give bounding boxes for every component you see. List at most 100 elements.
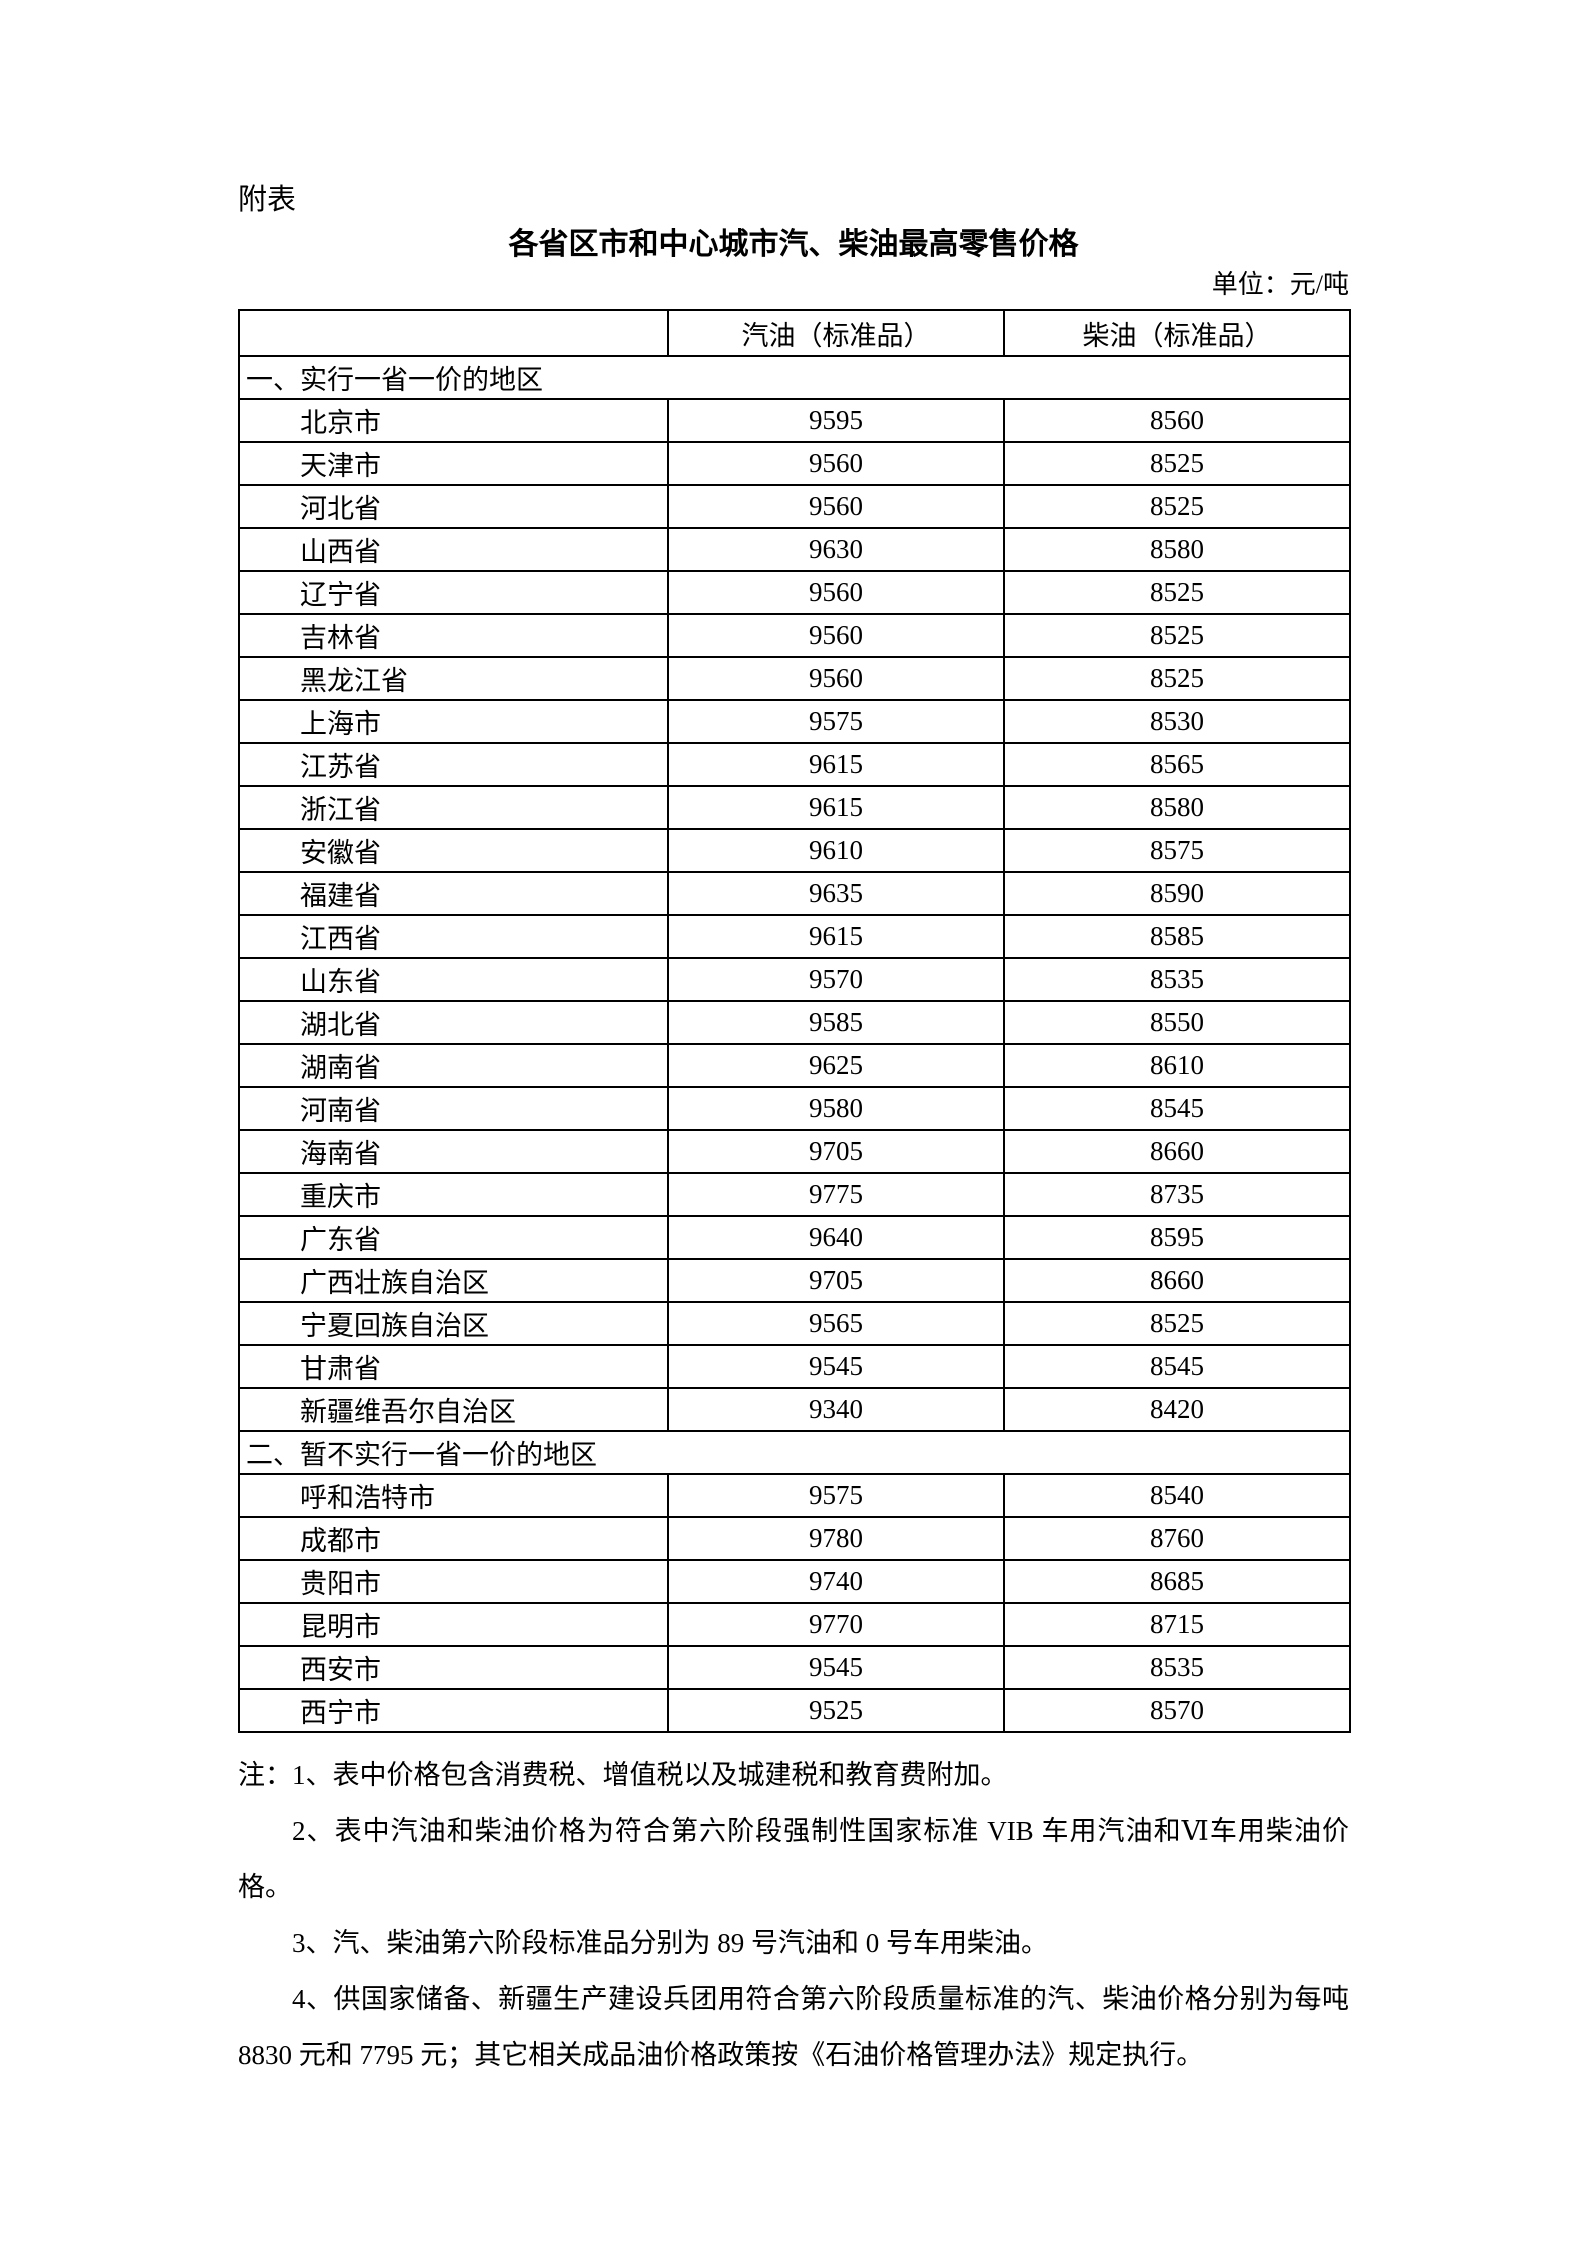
- region-cell: 江苏省: [238, 742, 669, 787]
- table-row: 北京市 9595 8560: [238, 398, 1351, 443]
- table-row: 海南省 9705 8660: [238, 1129, 1351, 1174]
- region-cell: 天津市: [238, 441, 669, 486]
- table-row: 山西省 9630 8580: [238, 527, 1351, 572]
- diesel-price-cell: 8580: [1003, 785, 1351, 830]
- diesel-price-cell: 8580: [1003, 527, 1351, 572]
- gasoline-price-cell: 9770: [667, 1602, 1005, 1647]
- region-cell: 湖南省: [238, 1043, 669, 1088]
- table-row: 黑龙江省 9560 8525: [238, 656, 1351, 701]
- diesel-price-cell: 8535: [1003, 1645, 1351, 1690]
- region-cell: 河北省: [238, 484, 669, 529]
- appendix-label: 附表: [238, 184, 297, 216]
- table-row: 新疆维吾尔自治区 9340 8420: [238, 1387, 1351, 1432]
- diesel-price-cell: 8685: [1003, 1559, 1351, 1604]
- col-header-diesel: 柴油（标准品）: [1003, 309, 1351, 357]
- table-body: 一、实行一省一价的地区 北京市 9595 8560 天津市 9560 8525 河北省 9560…: [238, 355, 1351, 1733]
- gasoline-price-cell: 9560: [667, 570, 1005, 615]
- table-row: 福建省 9635 8590: [238, 871, 1351, 916]
- region-cell: 西宁市: [238, 1688, 669, 1733]
- diesel-price-cell: 8550: [1003, 1000, 1351, 1045]
- region-cell: 成都市: [238, 1516, 669, 1561]
- table-row: 河北省 9560 8525: [238, 484, 1351, 529]
- gasoline-price-cell: 9575: [667, 699, 1005, 744]
- gasoline-price-cell: 9560: [667, 613, 1005, 658]
- table-row: 湖南省 9625 8610: [238, 1043, 1351, 1088]
- gasoline-price-cell: 9625: [667, 1043, 1005, 1088]
- region-cell: 安徽省: [238, 828, 669, 873]
- region-cell: 重庆市: [238, 1172, 669, 1217]
- region-cell: 江西省: [238, 914, 669, 959]
- gasoline-price-cell: 9615: [667, 785, 1005, 830]
- table-row: 湖北省 9585 8550: [238, 1000, 1351, 1045]
- gasoline-price-cell: 9610: [667, 828, 1005, 873]
- gasoline-price-cell: 9630: [667, 527, 1005, 572]
- diesel-price-cell: 8570: [1003, 1688, 1351, 1733]
- diesel-price-cell: 8575: [1003, 828, 1351, 873]
- region-cell: 昆明市: [238, 1602, 669, 1647]
- table-row: 重庆市 9775 8735: [238, 1172, 1351, 1217]
- region-cell: 北京市: [238, 398, 669, 443]
- table-row: 吉林省 9560 8525: [238, 613, 1351, 658]
- gasoline-price-cell: 9705: [667, 1129, 1005, 1174]
- region-cell: 宁夏回族自治区: [238, 1301, 669, 1346]
- table-row: 成都市 9780 8760: [238, 1516, 1351, 1561]
- gasoline-price-cell: 9545: [667, 1645, 1005, 1690]
- table-row: 浙江省 9615 8580: [238, 785, 1351, 830]
- diesel-price-cell: 8715: [1003, 1602, 1351, 1647]
- table-row: 昆明市 9770 8715: [238, 1602, 1351, 1647]
- table-row: 上海市 9575 8530: [238, 699, 1351, 744]
- diesel-price-cell: 8585: [1003, 914, 1351, 959]
- region-cell: 山西省: [238, 527, 669, 572]
- gasoline-price-cell: 9560: [667, 656, 1005, 701]
- gasoline-price-cell: 9575: [667, 1473, 1005, 1518]
- diesel-price-cell: 8660: [1003, 1129, 1351, 1174]
- table-row: 山东省 9570 8535: [238, 957, 1351, 1002]
- gasoline-price-cell: 9585: [667, 1000, 1005, 1045]
- gasoline-price-cell: 9740: [667, 1559, 1005, 1604]
- table-row: 安徽省 9610 8575: [238, 828, 1351, 873]
- table-row: 甘肃省 9545 8545: [238, 1344, 1351, 1389]
- table-row: 呼和浩特市 9575 8540: [238, 1473, 1351, 1518]
- gasoline-price-cell: 9775: [667, 1172, 1005, 1217]
- table-row: 天津市 9560 8525: [238, 441, 1351, 486]
- col-header-gasoline: 汽油（标准品）: [667, 309, 1005, 357]
- diesel-price-cell: 8535: [1003, 957, 1351, 1002]
- notes-block: 注：1、表中价格包含消费税、增值税以及城建税和教育费附加。 2、表中汽油和柴油价格…: [238, 1747, 1349, 2083]
- note-paragraph: 注：1、表中价格包含消费税、增值税以及城建税和教育费附加。: [238, 1760, 1008, 1790]
- region-cell: 上海市: [238, 699, 669, 744]
- note-paragraph: 3、汽、柴油第六阶段标准品分别为 89 号汽油和 0 号车用柴油。: [292, 1928, 1048, 1958]
- diesel-price-cell: 8660: [1003, 1258, 1351, 1303]
- table-row: 辽宁省 9560 8525: [238, 570, 1351, 615]
- region-cell: 山东省: [238, 957, 669, 1002]
- section-header-cell: 一、实行一省一价的地区: [238, 355, 1351, 400]
- region-cell: 海南省: [238, 1129, 669, 1174]
- price-table: 汽油（标准品） 柴油（标准品） 一、实行一省一价的地区 北京市 9595 8560 天津…: [238, 309, 1351, 1733]
- diesel-price-cell: 8545: [1003, 1344, 1351, 1389]
- table-row: 广西壮族自治区 9705 8660: [238, 1258, 1351, 1303]
- note-paragraph: 4、供国家储备、新疆生产建设兵团用符合第六阶段质量标准的汽、柴油价格分别为每吨 …: [238, 1984, 1349, 2070]
- page-title: 各省区市和中心城市汽、柴油最高零售价格: [508, 228, 1079, 261]
- section-header-row: 一、实行一省一价的地区: [238, 355, 1351, 400]
- gasoline-price-cell: 9595: [667, 398, 1005, 443]
- table-row: 西安市 9545 8535: [238, 1645, 1351, 1690]
- region-cell: 甘肃省: [238, 1344, 669, 1389]
- table-row: 江苏省 9615 8565: [238, 742, 1351, 787]
- col-header-region: [238, 309, 669, 357]
- gasoline-price-cell: 9570: [667, 957, 1005, 1002]
- table-header-row: 汽油（标准品） 柴油（标准品）: [238, 309, 1351, 357]
- table-row: 西宁市 9525 8570: [238, 1688, 1351, 1733]
- diesel-price-cell: 8525: [1003, 1301, 1351, 1346]
- diesel-price-cell: 8525: [1003, 570, 1351, 615]
- gasoline-price-cell: 9560: [667, 484, 1005, 529]
- gasoline-price-cell: 9560: [667, 441, 1005, 486]
- gasoline-price-cell: 9640: [667, 1215, 1005, 1260]
- region-cell: 广西壮族自治区: [238, 1258, 669, 1303]
- table-row: 江西省 9615 8585: [238, 914, 1351, 959]
- diesel-price-cell: 8525: [1003, 484, 1351, 529]
- table-row: 广东省 9640 8595: [238, 1215, 1351, 1260]
- note-paragraph: 2、表中汽油和柴油价格为符合第六阶段强制性国家标准 VIB 车用汽油和Ⅵ车用柴油…: [238, 1816, 1349, 1902]
- table-header: 汽油（标准品） 柴油（标准品）: [238, 309, 1351, 357]
- diesel-price-cell: 8590: [1003, 871, 1351, 916]
- diesel-price-cell: 8530: [1003, 699, 1351, 744]
- gasoline-price-cell: 9580: [667, 1086, 1005, 1131]
